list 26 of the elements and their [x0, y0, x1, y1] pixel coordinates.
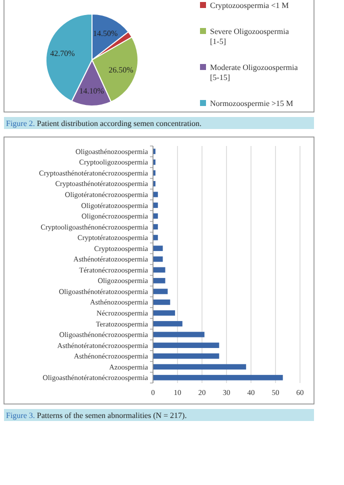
- legend-label: Normozoospermie >15 M: [210, 99, 294, 108]
- bar: [153, 300, 170, 305]
- bar: [153, 332, 204, 338]
- bar: [153, 256, 163, 262]
- caption: Figure 2. Patient distribution according semen concentration.: [6, 119, 202, 128]
- bar: [153, 310, 176, 316]
- data-label: 26.50%: [108, 65, 134, 74]
- legend-label: Severe Oligozoospermia [1-5]: [210, 27, 290, 46]
- legend-label: Cryptozoospermia <1 M: [210, 1, 289, 10]
- bar: [153, 224, 158, 230]
- bar: [153, 246, 163, 252]
- bar: [153, 321, 182, 326]
- data-label: 14.50%: [93, 28, 118, 38]
- bar: [153, 202, 158, 208]
- caption: Figure 3. Patterns of the semen abnormalities (N = 217).: [6, 411, 187, 420]
- bar: [153, 288, 168, 294]
- bar: [153, 278, 166, 284]
- legend-label: Moderate Oligozoospermia [5-15]: [210, 63, 298, 82]
- bar: [153, 353, 220, 359]
- data-label: 14.10%: [79, 86, 104, 96]
- bar: [153, 267, 166, 273]
- bar: [153, 364, 246, 370]
- bar: [153, 374, 283, 380]
- bar: [153, 234, 158, 240]
- bar: [153, 342, 220, 348]
- data-label: 42.70%: [50, 49, 76, 58]
